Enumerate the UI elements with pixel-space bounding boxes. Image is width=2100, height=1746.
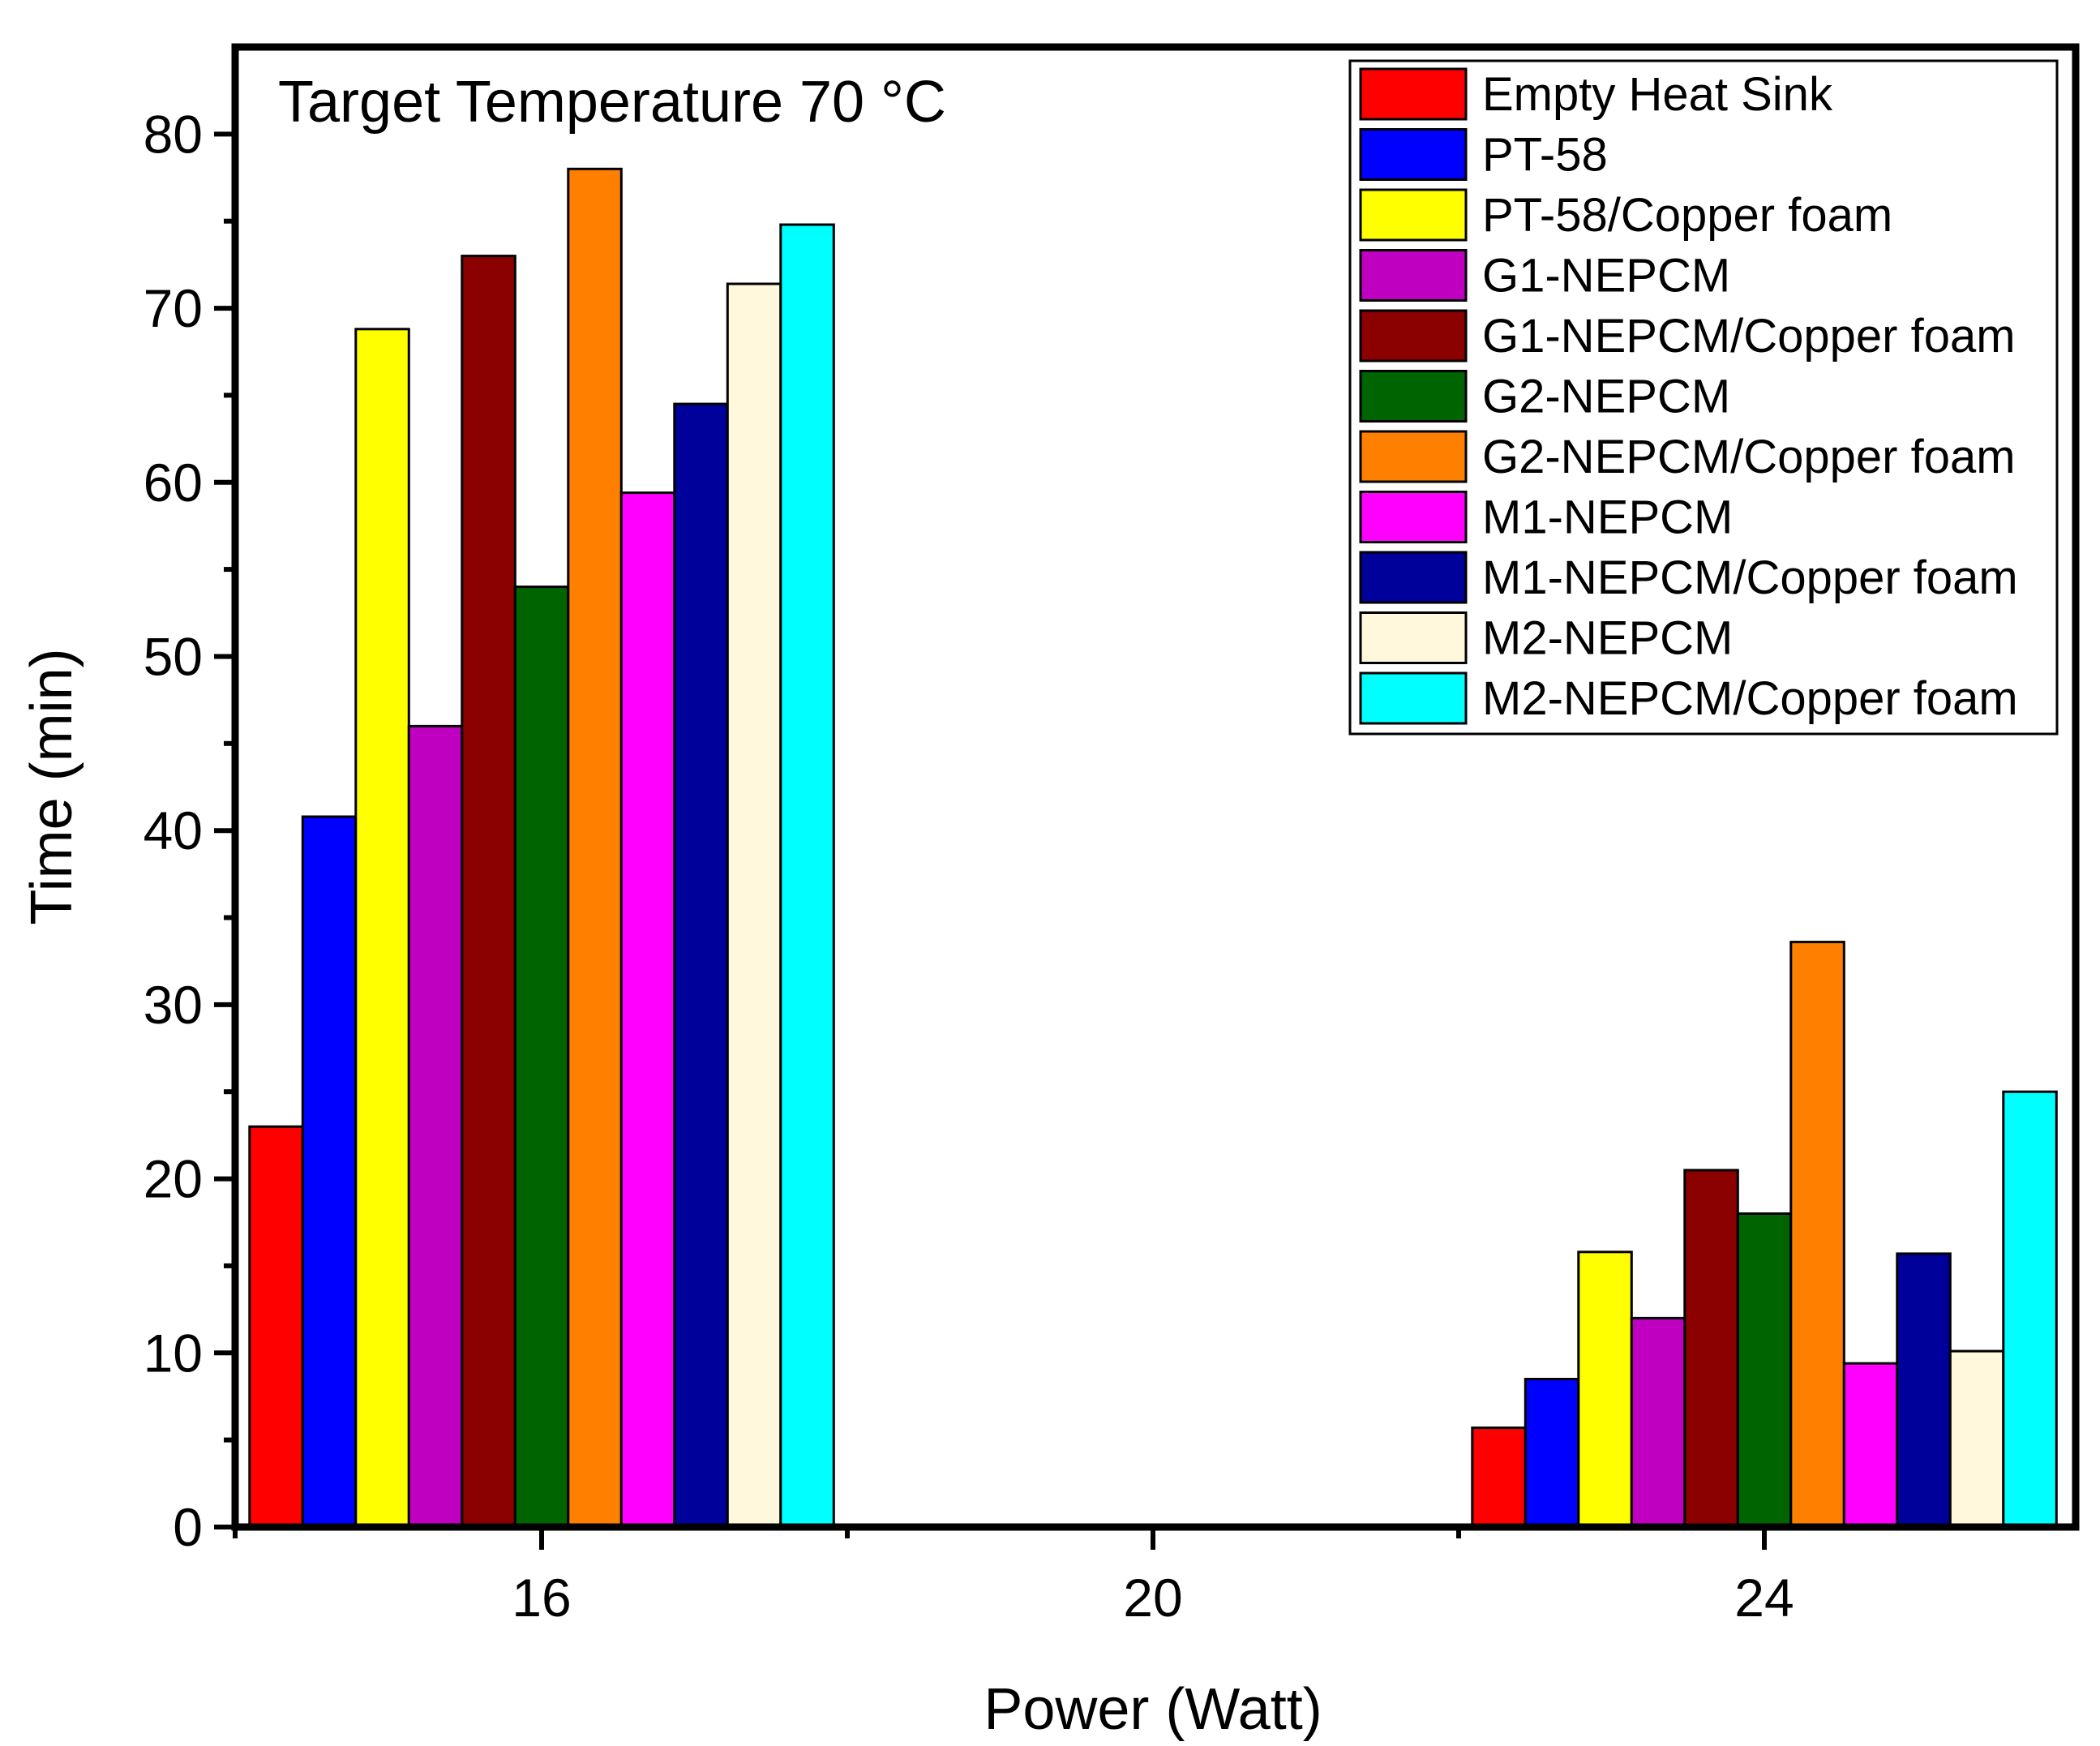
- bar-g2-nepcm-16: [513, 586, 570, 1529]
- bar-g2-nepcm-copper-foam-24: [1789, 941, 1845, 1529]
- legend-label: Empty Heat Sink: [1482, 68, 1833, 121]
- legend-swatch: [1359, 67, 1468, 121]
- legend: Empty Heat Sink PT-58 PT-58/Copper foam G1-…: [1348, 59, 2059, 736]
- x-tick-label: 16: [512, 1568, 571, 1628]
- legend-label: G1-NEPCM/Copper foam: [1482, 310, 2016, 362]
- legend-label: G2-NEPCM/Copper foam: [1482, 431, 2016, 483]
- y-tick-label: 30: [144, 975, 203, 1035]
- y-tick-label: 80: [144, 104, 203, 164]
- bar-empty-heat-sink-16: [248, 1125, 304, 1529]
- x-tick-label: 24: [1734, 1568, 1794, 1628]
- bar-pt-58-16: [301, 815, 358, 1529]
- legend-swatch: [1359, 128, 1468, 181]
- bar-pt-58-24: [1524, 1378, 1580, 1529]
- bars-group: [248, 167, 2058, 1529]
- legend-label: G2-NEPCM: [1482, 371, 1730, 423]
- y-tick-label: 0: [173, 1497, 203, 1557]
- legend-swatch: [1359, 309, 1468, 362]
- bar-m1-nepcm-copper-foam-16: [673, 402, 729, 1529]
- legend-swatch: [1359, 249, 1468, 302]
- legend-label: M2-NEPCM/Copper foam: [1482, 672, 2018, 725]
- chart-annotation: Target Temperature 70 °C: [278, 70, 946, 135]
- y-tick-label: 50: [144, 627, 203, 687]
- legend-label: M2-NEPCM: [1482, 612, 1733, 665]
- bar-g1-nepcm-16: [407, 724, 464, 1529]
- bar-m1-nepcm-24: [1842, 1362, 1899, 1529]
- bar-g1-nepcm-copper-foam-24: [1683, 1169, 1739, 1529]
- bar-pt-58-copper-foam-24: [1577, 1251, 1633, 1529]
- bar-m1-nepcm-16: [619, 491, 676, 1529]
- bar-empty-heat-sink-24: [1471, 1426, 1527, 1529]
- bar-g1-nepcm-copper-foam-16: [461, 255, 516, 1529]
- legend-label: PT-58: [1482, 129, 1608, 182]
- y-tick-label: 20: [144, 1149, 203, 1209]
- y-axis-title: Time (min): [19, 648, 84, 924]
- legend-swatch: [1359, 611, 1468, 664]
- legend-label: M1-NEPCM: [1482, 491, 1733, 544]
- bar-m2-nepcm-16: [726, 282, 782, 1529]
- bar-m2-nepcm-24: [1948, 1349, 2005, 1529]
- legend-swatch: [1359, 188, 1468, 242]
- legend-swatch: [1359, 671, 1468, 725]
- legend-swatch: [1359, 491, 1468, 543]
- y-tick-label: 40: [144, 800, 203, 860]
- legend-frame: [1348, 59, 2059, 736]
- y-tick-label: 10: [144, 1323, 203, 1383]
- bar-g2-nepcm-copper-foam-16: [567, 167, 623, 1529]
- legend-label: PT-58/Copper foam: [1482, 189, 1892, 242]
- y-tick-label: 70: [144, 278, 203, 338]
- legend-swatch: [1359, 430, 1468, 483]
- bar-m2-nepcm-copper-foam-16: [779, 223, 835, 1529]
- y-axis-ticks: 0 10 20 30 40 50 60 70 80: [144, 104, 235, 1557]
- legend-label: M1-NEPCM/Copper foam: [1482, 551, 2018, 604]
- bar-m1-nepcm-copper-foam-24: [1896, 1252, 1952, 1529]
- bar-g2-nepcm-24: [1736, 1212, 1793, 1529]
- bar-m2-nepcm-copper-foam-24: [2002, 1090, 2058, 1529]
- y-tick-label: 60: [144, 453, 203, 513]
- legend-swatch: [1359, 551, 1468, 604]
- plot-frame: [231, 43, 2080, 1531]
- x-axis-title: Power (Watt): [984, 1677, 1322, 1742]
- x-tick-label: 20: [1123, 1568, 1182, 1628]
- bar-pt-58-copper-foam-16: [354, 328, 410, 1529]
- bar-g1-nepcm-24: [1630, 1316, 1686, 1529]
- legend-swatch: [1359, 370, 1468, 423]
- legend-label: G1-NEPCM: [1482, 250, 1730, 302]
